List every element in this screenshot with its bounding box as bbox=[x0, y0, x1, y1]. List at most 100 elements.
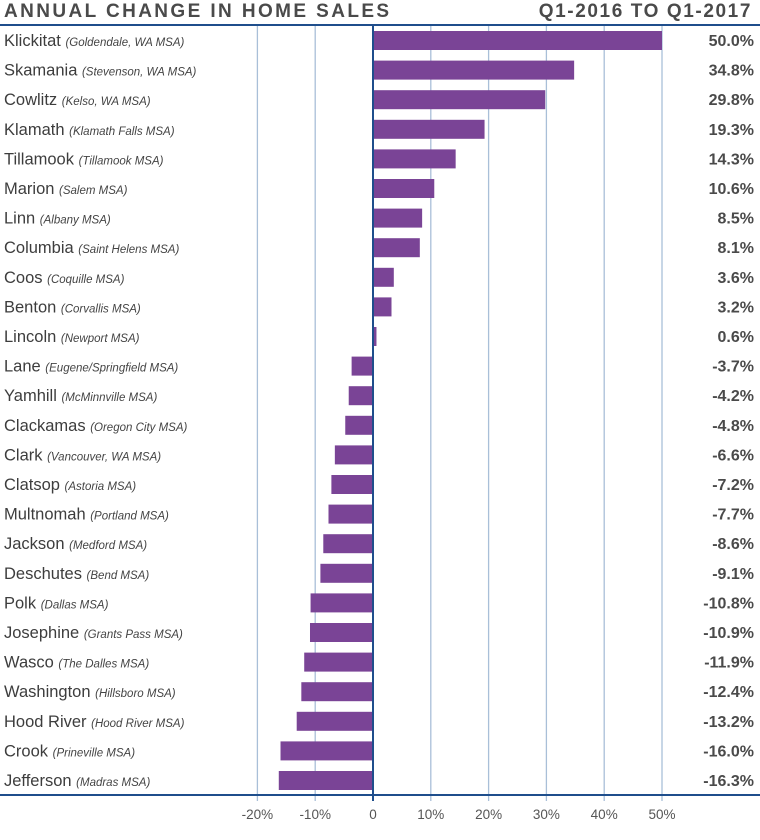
msa-name: (Hood River MSA) bbox=[91, 718, 184, 730]
value-label: -13.2% bbox=[703, 714, 754, 731]
x-tick-label: -20% bbox=[242, 807, 274, 822]
county-name: Jackson bbox=[4, 535, 69, 553]
bar bbox=[328, 504, 373, 524]
bar bbox=[373, 238, 420, 258]
bar bbox=[301, 682, 373, 702]
value-label: -11.9% bbox=[704, 655, 754, 672]
county-name: Columbia bbox=[4, 239, 78, 257]
msa-name: (Goldendale, WA MSA) bbox=[65, 37, 184, 49]
msa-name: (Corvallis MSA) bbox=[61, 303, 141, 315]
county-name: Marion bbox=[4, 180, 59, 198]
value-label: -6.6% bbox=[712, 447, 754, 464]
category-label: Klickitat (Goldendale, WA MSA) bbox=[4, 32, 184, 50]
category-label: Coos (Coquille MSA) bbox=[4, 269, 125, 287]
value-label: 0.6% bbox=[718, 329, 754, 346]
msa-name: (Tillamook MSA) bbox=[79, 155, 164, 167]
value-label: -4.2% bbox=[712, 388, 754, 405]
category-label: Tillamook (Tillamook MSA) bbox=[4, 150, 164, 168]
bar bbox=[320, 563, 373, 583]
county-name: Linn bbox=[4, 210, 40, 228]
category-label: Josephine (Grants Pass MSA) bbox=[4, 624, 183, 642]
msa-name: (Vancouver, WA MSA) bbox=[47, 451, 161, 463]
bar bbox=[334, 445, 373, 465]
x-tick-label: 40% bbox=[591, 807, 618, 822]
bar bbox=[280, 741, 373, 761]
category-label: Jefferson (Madras MSA) bbox=[4, 772, 150, 790]
value-label: 3.2% bbox=[718, 299, 754, 316]
county-name: Deschutes bbox=[4, 565, 87, 583]
value-label: 8.5% bbox=[718, 211, 754, 228]
x-tick-labels: -20% -10% 0 10% 20% 30% 40% 50% bbox=[242, 807, 676, 822]
msa-name: (Stevenson, WA MSA) bbox=[82, 67, 197, 79]
bar bbox=[373, 179, 435, 198]
bar bbox=[373, 267, 394, 287]
msa-name: (Prineville MSA) bbox=[53, 747, 136, 759]
category-label: Multnomah (Portland MSA) bbox=[4, 506, 169, 524]
x-tick-label: 30% bbox=[533, 807, 560, 822]
msa-name: (Coquille MSA) bbox=[47, 274, 124, 286]
msa-name: (Saint Helens MSA) bbox=[78, 244, 179, 256]
county-name: Klickitat bbox=[4, 32, 65, 50]
x-tick-label: 0 bbox=[369, 807, 377, 822]
bar bbox=[373, 297, 392, 317]
category-label: Benton (Corvallis MSA) bbox=[4, 298, 141, 316]
category-label: Polk (Dallas MSA) bbox=[4, 594, 109, 612]
bar bbox=[373, 90, 546, 110]
value-label: -16.3% bbox=[703, 773, 754, 790]
county-name: Crook bbox=[4, 742, 53, 760]
msa-name: (Kelso, WA MSA) bbox=[62, 96, 151, 108]
county-name: Clark bbox=[4, 446, 47, 464]
county-name: Polk bbox=[4, 594, 41, 612]
msa-name: (Bend MSA) bbox=[87, 570, 150, 582]
msa-name: (McMinnville MSA) bbox=[61, 392, 157, 404]
county-name: Wasco bbox=[4, 654, 58, 672]
x-tick-label: 50% bbox=[648, 807, 675, 822]
value-label: -10.9% bbox=[703, 625, 754, 642]
category-label: Lincoln (Newport MSA) bbox=[4, 328, 140, 346]
value-label: 34.8% bbox=[709, 63, 754, 80]
value-label: -9.1% bbox=[712, 566, 754, 583]
county-name: Benton bbox=[4, 298, 61, 316]
msa-name: (Klamath Falls MSA) bbox=[69, 126, 175, 138]
msa-name: (The Dalles MSA) bbox=[58, 659, 149, 671]
value-label: 8.1% bbox=[718, 240, 754, 257]
value-label: -12.4% bbox=[703, 684, 754, 701]
county-name: Cowlitz bbox=[4, 91, 62, 109]
msa-name: (Newport MSA) bbox=[61, 333, 140, 345]
bar bbox=[373, 60, 575, 80]
county-name: Jefferson bbox=[4, 772, 76, 790]
category-label: Hood River (Hood River MSA) bbox=[4, 713, 185, 731]
msa-name: (Grants Pass MSA) bbox=[84, 629, 183, 641]
category-labels: Klickitat (Goldendale, WA MSA) Skamania (… bbox=[4, 32, 197, 790]
x-tick-label: -10% bbox=[299, 807, 331, 822]
county-name: Washington bbox=[4, 683, 95, 701]
msa-name: (Hillsboro MSA) bbox=[95, 688, 176, 700]
msa-name: (Astoria MSA) bbox=[65, 481, 137, 493]
value-label: 29.8% bbox=[709, 92, 754, 109]
bar bbox=[331, 475, 373, 494]
category-label: Washington (Hillsboro MSA) bbox=[4, 683, 176, 701]
value-label: -3.7% bbox=[712, 359, 754, 376]
msa-name: (Portland MSA) bbox=[90, 511, 169, 523]
value-label: -7.7% bbox=[712, 507, 754, 524]
bar bbox=[310, 593, 373, 613]
category-label: Cowlitz (Kelso, WA MSA) bbox=[4, 91, 151, 109]
bar bbox=[351, 356, 373, 376]
category-label: Columbia (Saint Helens MSA) bbox=[4, 239, 179, 257]
category-label: Skamania (Stevenson, WA MSA) bbox=[4, 62, 197, 80]
bar bbox=[373, 149, 456, 169]
chart-title: ANNUAL CHANGE IN HOME SALES bbox=[4, 1, 392, 22]
value-label: 19.3% bbox=[709, 122, 754, 139]
county-name: Multnomah bbox=[4, 506, 90, 524]
category-label: Crook (Prineville MSA) bbox=[4, 742, 135, 760]
value-label: 50.0% bbox=[709, 33, 754, 50]
msa-name: (Dallas MSA) bbox=[41, 599, 109, 611]
category-label: Jackson (Medford MSA) bbox=[4, 535, 147, 553]
category-label: Klamath (Klamath Falls MSA) bbox=[4, 121, 175, 139]
msa-name: (Salem MSA) bbox=[59, 185, 128, 197]
value-label: -16.0% bbox=[703, 743, 754, 760]
value-label: 10.6% bbox=[709, 181, 754, 198]
category-label: Linn (Albany MSA) bbox=[4, 210, 111, 228]
county-name: Josephine bbox=[4, 624, 84, 642]
